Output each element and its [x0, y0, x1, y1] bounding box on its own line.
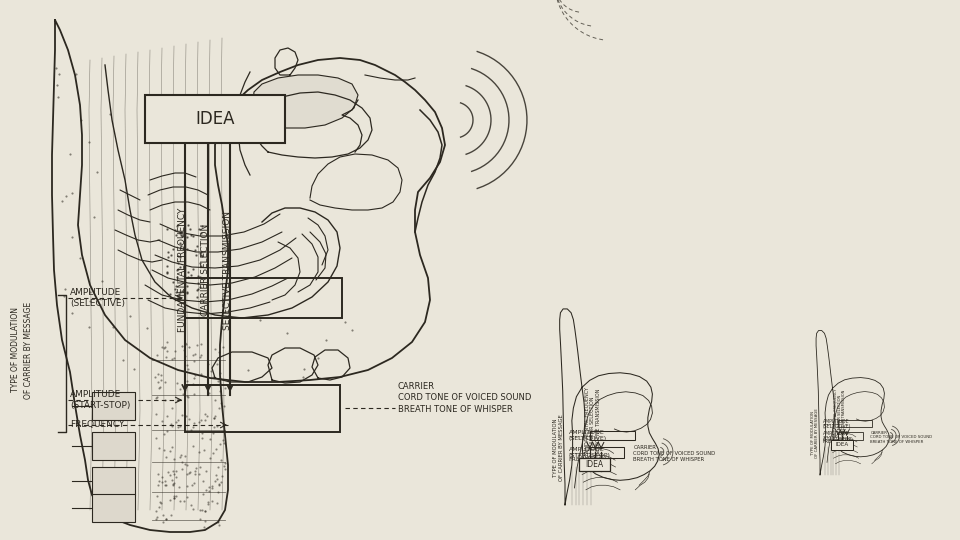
Bar [838, 421, 872, 427]
Text: CARRIER
CORD TONE OF VOICED SOUND
BREATH TONE OF WHISPER: CARRIER CORD TONE OF VOICED SOUND BREATH… [398, 382, 532, 414]
Polygon shape [310, 154, 402, 210]
Text: TYPE OF MODULATION
OF CARRIER BY MESSAGE: TYPE OF MODULATION OF CARRIER BY MESSAGE [12, 301, 33, 399]
Bar [92, 467, 135, 495]
Text: CARRIER SELECTION: CARRIER SELECTION [201, 224, 209, 316]
Bar [580, 457, 610, 471]
Text: CARRIER
CORD TONE OF VOICED SOUND
BREATH TONE OF WHISPER: CARRIER CORD TONE OF VOICED SOUND BREATH… [634, 446, 715, 462]
Text: AMPLITUDE
(START-STOP): AMPLITUDE (START-STOP) [568, 447, 611, 458]
Bar [145, 95, 285, 143]
Text: SELECTIVE TRANSMISSION: SELECTIVE TRANSMISSION [596, 389, 601, 454]
Bar [589, 431, 636, 441]
Bar [830, 440, 853, 450]
Text: AMPLITUDE
(START-STOP): AMPLITUDE (START-STOP) [823, 431, 853, 442]
Bar [838, 432, 863, 440]
Text: AMPLITUDE
(SELECTIVE): AMPLITUDE (SELECTIVE) [823, 418, 852, 429]
Bar [185, 278, 342, 318]
Text: FREQUENCY: FREQUENCY [70, 421, 125, 429]
Text: IDEA: IDEA [835, 442, 849, 448]
Text: FUNDAMENTAL FREQUENCY: FUNDAMENTAL FREQUENCY [833, 388, 837, 438]
Bar [92, 392, 135, 420]
Text: CARRIER
CORD TONE OF VOICED SOUND
BREATH TONE OF WHISPER: CARRIER CORD TONE OF VOICED SOUND BREATH… [871, 430, 932, 444]
Text: FUNDAMENTAL FREQUENCY: FUNDAMENTAL FREQUENCY [584, 387, 589, 455]
Text: FUNDAMENTAL FREQUENCY: FUNDAMENTAL FREQUENCY [178, 208, 186, 332]
Bar [92, 494, 135, 522]
Bar [185, 385, 340, 432]
Polygon shape [253, 75, 358, 128]
Text: AMPLITUDE
(START-STOP): AMPLITUDE (START-STOP) [70, 390, 131, 410]
Text: CARRIER SELECTION: CARRIER SELECTION [838, 395, 842, 432]
Text: SELECTIVE TRANSMISSION: SELECTIVE TRANSMISSION [223, 211, 231, 329]
Text: FREQUENCY: FREQUENCY [823, 439, 852, 444]
Text: SELECTIVE TRANSMISSION: SELECTIVE TRANSMISSION [842, 389, 846, 437]
Bar [589, 447, 624, 457]
Bar [92, 432, 135, 460]
Text: CARRIER SELECTION: CARRIER SELECTION [590, 396, 595, 447]
Text: AMPLITUDE
(SELECTIVE): AMPLITUDE (SELECTIVE) [70, 288, 125, 308]
Text: IDEA: IDEA [586, 460, 604, 469]
Text: TYPE OF MODULATION
OF CARRIER BY MESSAGE: TYPE OF MODULATION OF CARRIER BY MESSAGE [553, 415, 564, 481]
Text: FREQUENCY: FREQUENCY [568, 457, 607, 462]
Text: IDEA: IDEA [195, 110, 235, 128]
Text: AMPLITUDE
(SELECTIVE): AMPLITUDE (SELECTIVE) [568, 430, 607, 441]
Text: TYPE OF MODULATION
OF CARRIER BY MESSAGE: TYPE OF MODULATION OF CARRIER BY MESSAGE [810, 408, 819, 458]
